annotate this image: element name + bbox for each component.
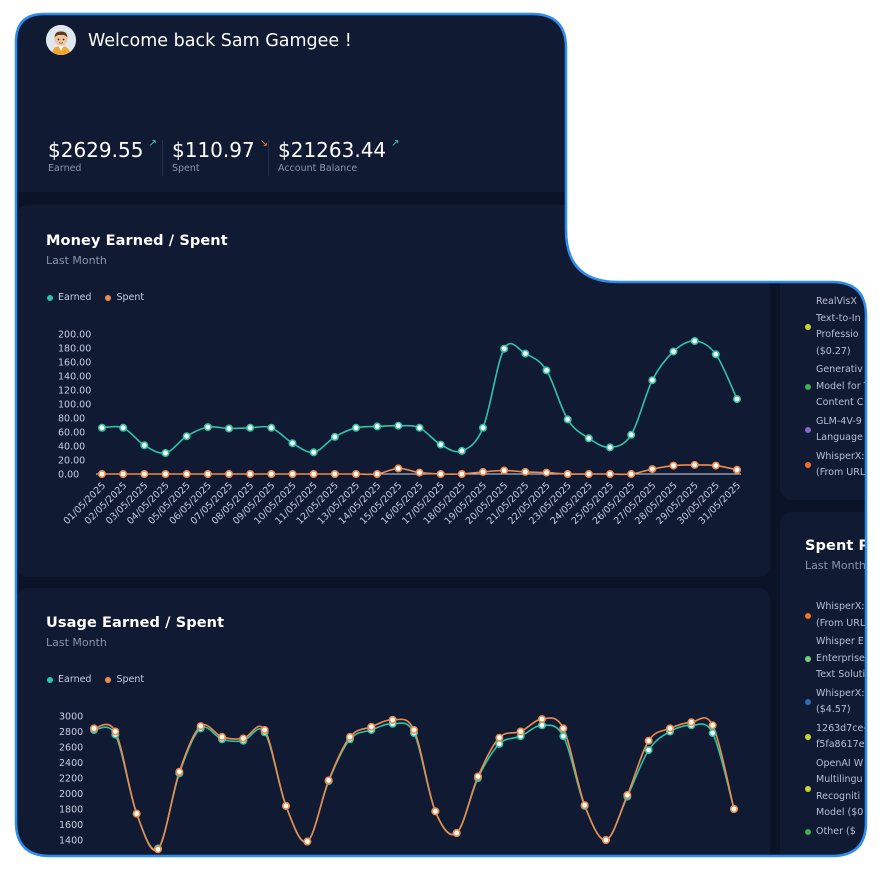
breakdown-item-label: (From URL: [816, 617, 866, 629]
legend-dot-icon: [805, 427, 811, 433]
usage-chart-card: Usage Earned / Spent Last Month Earned S…: [16, 588, 770, 888]
dashboard-viewport: Welcome back Sam Gamgee ! $2629.55 ↗ Earn…: [0, 0, 882, 874]
breakdown-item-label: Whisper E: [816, 636, 864, 647]
breakdown-item-label: Enterprise: [816, 652, 865, 664]
breakdown-item-label: Content C: [816, 397, 864, 408]
breakdown-item[interactable]: WhisperX: (From URL: [816, 599, 876, 632]
breakdown-item-label: 1263d7ce-: [816, 722, 867, 734]
money-chart-legend: Earned Spent: [47, 292, 144, 303]
legend-dot-icon: [805, 786, 811, 792]
stat-spent-value: $110.97: [172, 138, 255, 162]
breakdown-item-label: WhisperX:: [816, 601, 865, 612]
breakdown-item[interactable]: 1263d7ce-f5fa8617e: [816, 721, 876, 754]
money-chart-card: Money Earned / Spent Last Month Earned S…: [16, 205, 770, 577]
stat-spent-label: Spent: [172, 163, 200, 174]
breakdown-item-label: WhisperX:: [816, 687, 865, 699]
breakdown-item-label: OpenAI W: [816, 757, 864, 769]
breakdown-item-label: Multilingu: [816, 774, 863, 785]
trend-up-icon: ↗: [391, 138, 400, 149]
divider: [162, 140, 163, 176]
stat-balance-label: Account Balance: [278, 163, 358, 174]
breakdown-item-label: Model ($0: [816, 807, 864, 818]
legend-dot-icon: [805, 462, 811, 468]
legend-item-spent[interactable]: Spent: [105, 292, 144, 303]
breakdown-item[interactable]: Whisper E Enterprise Text Soluti: [816, 634, 876, 684]
breakdown-item-label: RealVisX: [816, 296, 857, 307]
breakdown-item[interactable]: RealVisX Text-to-In Professio ($0.27): [816, 294, 876, 360]
breakdown-item-label: Recogniti: [816, 790, 861, 802]
stat-earned-value: $2629.55: [48, 138, 144, 162]
breakdown-item-label: Text-to-In: [816, 312, 861, 324]
welcome-panel: Welcome back Sam Gamgee ! $2629.55 ↗ Earn…: [16, 14, 576, 192]
spent-breakdown-title: Spent Pe: [805, 538, 880, 554]
breakdown-item[interactable]: Other ($: [816, 824, 876, 841]
welcome-heading: Welcome back Sam Gamgee !: [88, 31, 352, 51]
legend-item-earned[interactable]: Earned: [47, 674, 91, 685]
legend-dot-icon: [805, 656, 811, 662]
stat-earned-label: Earned: [48, 163, 82, 174]
usage-chart-subtitle: Last Month: [46, 636, 107, 649]
divider: [268, 140, 269, 176]
money-chart-title: Money Earned / Spent: [46, 233, 228, 249]
usage-chart-title: Usage Earned / Spent: [46, 615, 225, 631]
breakdown-item-label: Generativ: [816, 364, 863, 375]
stat-earned: $2629.55 ↗ Earned: [48, 138, 157, 174]
breakdown-item-label: GLM-4V-9: [816, 415, 862, 427]
legend-dot-icon: [805, 324, 811, 330]
breakdown-item-label: Model for T: [816, 380, 870, 392]
breakdown-item-label: f5fa8617e: [816, 739, 865, 750]
legend-dot-icon: [805, 829, 811, 835]
trend-down-icon: ↘: [259, 138, 269, 149]
money-chart-subtitle: Last Month: [46, 254, 107, 267]
legend-dot-icon: [805, 699, 811, 705]
trend-up-icon: ↗: [148, 138, 157, 149]
breakdown-item[interactable]: GLM-4V-9 Language: [816, 414, 876, 447]
legend-item-spent[interactable]: Spent: [105, 674, 144, 685]
legend-item-earned[interactable]: Earned: [47, 292, 91, 303]
breakdown-item[interactable]: WhisperX: (From URL: [816, 449, 876, 482]
stat-spent: $110.97 ↘ Spent: [172, 138, 268, 174]
breakdown-item-label: ($0.27): [816, 345, 851, 357]
breakdown-item-label: Professio: [816, 329, 859, 340]
legend-dot-icon: [805, 734, 811, 740]
breakdown-item-label: Text Soluti: [816, 669, 866, 680]
legend-dot-icon: [805, 384, 811, 390]
breakdown-item-label: WhisperX:: [816, 450, 865, 462]
legend-dot-icon: [805, 613, 811, 619]
stat-balance-value: $21263.44: [278, 138, 387, 162]
avatar[interactable]: [46, 25, 76, 55]
breakdown-item-label: Language: [816, 432, 863, 443]
app-frame: Welcome back Sam Gamgee ! $2629.55 ↗ Earn…: [0, 0, 882, 874]
breakdown-item[interactable]: Generativ Model for T Content C: [816, 362, 876, 412]
breakdown-item-label: (From URL: [816, 467, 866, 478]
breakdown-item-label: Other ($: [816, 825, 856, 837]
breakdown-item[interactable]: WhisperX: ($4.57): [816, 686, 876, 719]
usage-chart-legend: Earned Spent: [47, 674, 144, 685]
spent-breakdown-subtitle: Last Month: [805, 559, 866, 572]
stat-balance: $21263.44 ↗ Account Balance: [278, 138, 400, 174]
breakdown-item[interactable]: OpenAI W Multilingu Recogniti Model ($0: [816, 756, 876, 822]
breakdown-item-label: ($4.57): [816, 704, 851, 715]
